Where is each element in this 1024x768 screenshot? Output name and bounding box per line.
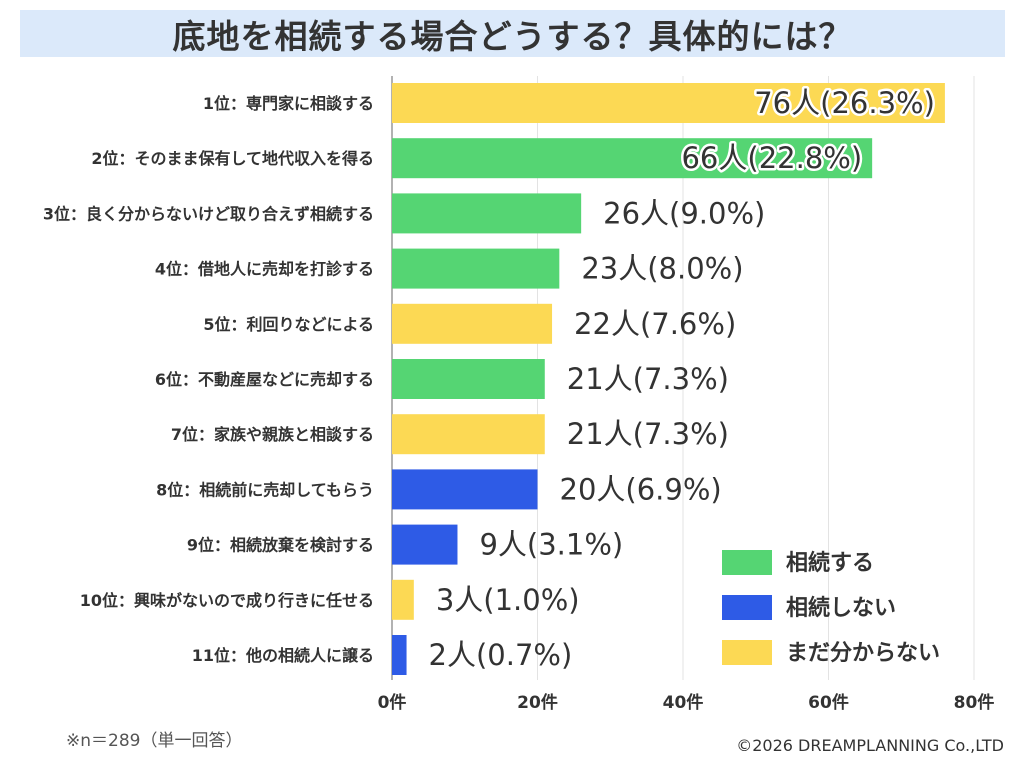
x-tick-label: 20件 [517, 692, 558, 713]
bar [392, 193, 582, 234]
copyright: ©2026 DREAMPLANNING Co.,LTD [736, 736, 1004, 755]
bar [392, 579, 414, 620]
bar [392, 138, 873, 179]
data-label: 23人(8.0%) [581, 252, 743, 286]
bar [392, 303, 553, 344]
data-label: 76人(26.3%) [754, 86, 935, 120]
bar [392, 635, 407, 675]
category-label: 3位：良く分からないけど取り合えず相続する [43, 204, 374, 223]
title-band: 底地を相続する場合どうする？具体的には？ [20, 10, 1005, 57]
data-label: 21人(7.3%) [567, 362, 729, 396]
bar [392, 524, 458, 565]
data-label: 21人(7.3%) [567, 417, 729, 451]
data-label: 20人(6.9%) [560, 472, 722, 506]
bar [392, 248, 560, 289]
page-title: 底地を相続する場合どうする？具体的には？ [172, 16, 853, 56]
category-label: 6位：不動産屋などに売却する [155, 370, 374, 389]
bar [392, 359, 545, 399]
legend-swatch [722, 595, 772, 620]
category-label: 5位：利回りなどによる [203, 315, 374, 334]
category-label: 4位：借地人に売却を打診する [155, 260, 374, 279]
data-label: 66人(22.8%) [681, 141, 862, 175]
bar [392, 83, 945, 123]
category-label: 8位：相続前に売却してもらう [156, 480, 374, 499]
data-label: 22人(7.6%) [574, 307, 736, 341]
bar [392, 414, 545, 455]
data-label: 3人(1.0%) [436, 583, 580, 617]
category-label: 11位：他の相続人に譲る [192, 646, 374, 665]
category-label: 9位：相続放棄を検討する [187, 536, 374, 555]
legend-label: 相続する [786, 550, 874, 576]
legend-swatch [722, 550, 772, 575]
bar [392, 469, 538, 510]
data-label: 9人(3.1%) [479, 528, 623, 562]
category-label: 7位：家族や親族と相談する [171, 425, 374, 444]
data-label: 2人(0.7%) [429, 638, 573, 672]
category-label: 10位：興味がないので成り行きに任せる [80, 591, 374, 610]
legend-label: まだ分からない [786, 641, 940, 666]
x-tick-label: 0件 [378, 692, 407, 713]
x-tick-label: 40件 [663, 692, 704, 713]
legend-label: 相続しない [786, 595, 896, 621]
data-label: 26人(9.0%) [603, 196, 765, 230]
category-label: 2位：そのまま保有して地代収入を得る [91, 149, 374, 168]
category-label: 1位：専門家に相談する [203, 94, 374, 113]
footnote: ※n＝289（単一回答） [66, 731, 243, 751]
x-tick-label: 60件 [808, 692, 849, 713]
x-tick-label: 80件 [954, 692, 995, 713]
legend-swatch [722, 640, 772, 665]
